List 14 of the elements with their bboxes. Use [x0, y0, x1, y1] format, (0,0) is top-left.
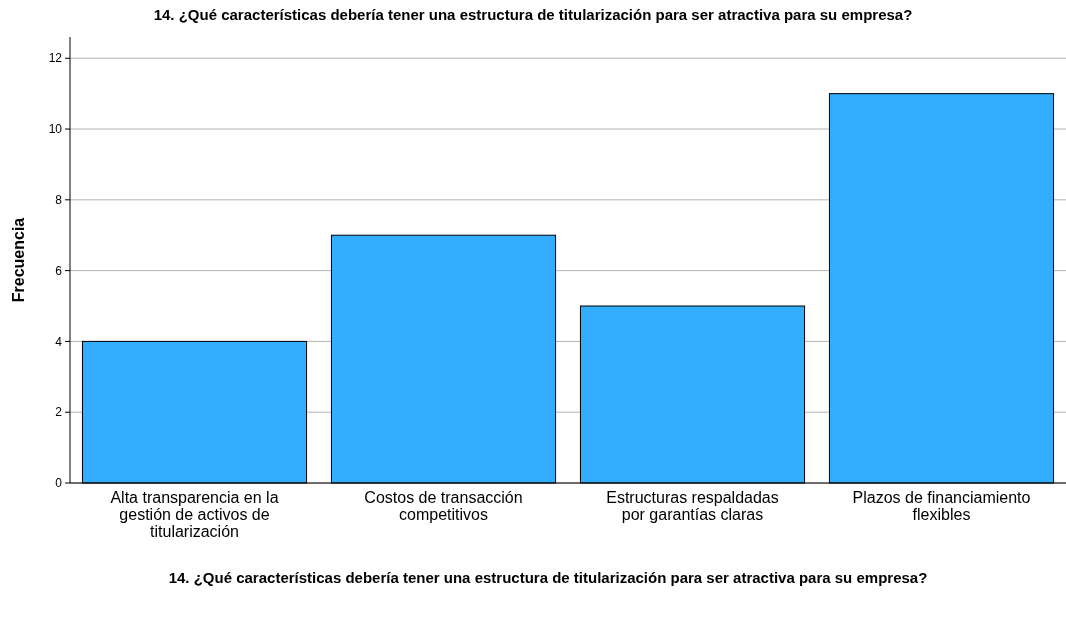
- y-tick-label: 4: [55, 334, 63, 349]
- x-tick-label: Alta transparencia en la gestión de activos de titularización: [110, 489, 279, 540]
- x-tick-label: Plazos de financiamiento flexibles: [852, 489, 1031, 523]
- x-axis-title: 14. ¿Qué características debería tener una estructura de titularización para ser atractiva para su empresa?: [168, 569, 928, 586]
- y-tick-label: 8: [55, 193, 63, 208]
- y-tick-label: 6: [55, 263, 63, 278]
- x-tick-label: Estructuras respaldadas por garantías claras: [606, 489, 779, 523]
- y-axis-title: Frecuencia: [10, 217, 27, 303]
- y-tick-label: 10: [48, 122, 63, 137]
- y-tick-label: 2: [55, 405, 63, 420]
- chart-title: 14. ¿Qué características debería tener una estructura de titularización para ser atractiva para su empresa?: [153, 6, 913, 23]
- y-tick-label: 0: [55, 476, 63, 491]
- x-tick-label: Costos de transacción competitivos: [364, 489, 523, 523]
- y-tick-label: 12: [48, 51, 63, 66]
